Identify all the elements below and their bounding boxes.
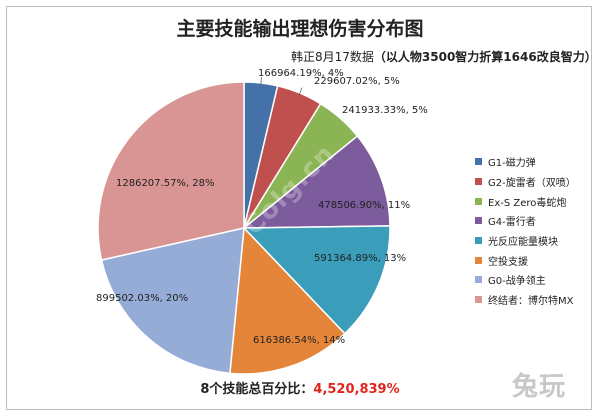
legend-swatch [475,217,482,225]
legend-label: 终结者：博尔特MX [488,296,574,308]
data-label: 1286207.57%, 28% [116,178,215,189]
legend-item: Ex-S Zero毒蛇炮 [475,191,591,211]
data-label: 616386.54%, 14% [253,335,345,346]
data-label: 241933.33%, 5% [342,105,428,116]
site-watermark: 兔玩 [512,372,567,402]
legend-label: G4-雷行者 [488,217,536,229]
legend-item: 光反应能量模块 [475,231,591,251]
subtitle-note: （以人物3500智力折算1646改良智力） [373,50,597,64]
legend-swatch [475,276,482,284]
leader-line [298,87,303,96]
legend-item: 空投支援 [475,250,591,270]
pie-slice [241,134,391,229]
legend-label: G0-战争领主 [488,276,546,288]
legend-swatch [475,237,482,245]
data-label: 591364.89%, 13% [314,253,406,264]
legend-label: 光反应能量模块 [488,237,558,249]
legend-swatch [475,178,482,186]
legend-swatch [475,256,482,264]
pie-slice [229,226,346,375]
legend-item: 终结者：博尔特MX [475,290,591,310]
legend-item: G2-旋雷者（双喷） [475,172,591,192]
data-label: 166964.19%, 4% [258,68,344,79]
data-label: 229607.02%, 5% [314,76,400,87]
legend-item: G0-战争领主 [475,270,591,290]
data-label: 899502.03%, 20% [96,293,188,304]
legend-label: Ex-S Zero毒蛇炮 [488,197,567,209]
total-value: 4,520,839% [313,382,400,397]
legend-label: G1-磁力弹 [488,158,536,170]
data-label: 478506.90%, 11% [318,200,410,211]
legend-swatch [475,158,482,166]
pie-slice [242,225,391,335]
total-label: 8个技能总百分比： [200,382,314,397]
chart-subtitle: 韩正8月17数据（以人物3500智力折算1646改良智力） [291,48,597,65]
legend-item: G4-雷行者 [475,211,591,231]
chart-legend: G1-磁力弹 G2-旋雷者（双喷） Ex-S Zero毒蛇炮 G4-雷行者光反应能量模… [475,152,591,310]
legend-swatch [475,296,482,304]
leader-line [260,76,262,86]
pie-slice [97,81,245,261]
legend-item: G1-磁力弹 [475,152,591,172]
subtitle-source: 韩正8月17数据 [291,50,374,64]
chart-title: 主要技能输出理想伤害分布图 [176,18,424,40]
legend-label: 空投支援 [488,256,528,268]
pie-slice [100,227,245,375]
legend-label: G2-旋雷者（双喷） [488,178,576,190]
total-summary: 8个技能总百分比：4,520,839% [0,378,600,397]
legend-swatch [475,197,482,205]
